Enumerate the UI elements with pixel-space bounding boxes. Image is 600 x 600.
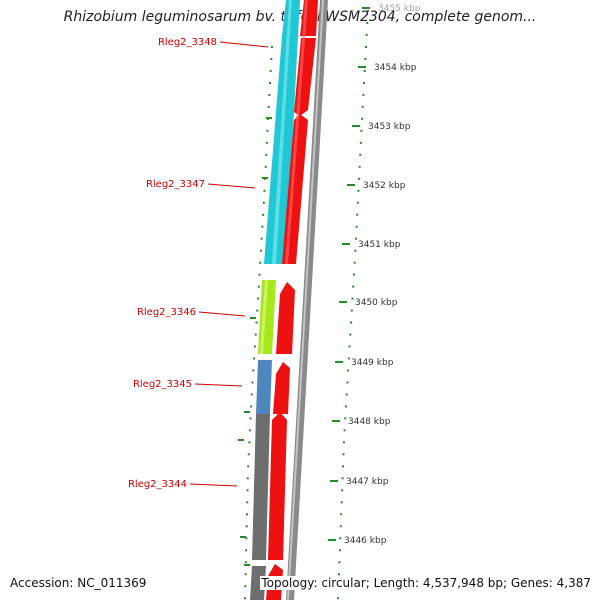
- cds-arrow: [268, 412, 287, 560]
- gene-leader-line: [194, 383, 243, 387]
- scale-tick-labels: 3455 kbp 3454 kbp 3453 kbp 3452 kbp 3451 kbp…: [344, 4, 421, 546]
- scale-tick-label: 3450 kbp: [355, 298, 398, 308]
- scale-tick-label: 3448 kbp: [348, 417, 391, 427]
- scale-ticks: [328, 7, 370, 541]
- scale-tick-label: 3454 kbp: [374, 63, 417, 73]
- gc-content-track-right: [337, 9, 369, 600]
- gene-rleg2-3348: [282, 0, 300, 36]
- gene-leader-line: [219, 41, 269, 48]
- cds-arrow: [276, 282, 295, 354]
- gene-labels[interactable]: Rleg2_3348 Rleg2_3347 Rleg2_3346 Rleg2_3345…: [128, 37, 269, 490]
- gene-rleg2-3345: [256, 360, 272, 414]
- genome-summary-text: Topology: circular; Length: 4,537,948 bp…: [260, 576, 592, 590]
- gene-rleg2-3344: [252, 414, 270, 560]
- gene-label-rleg2-3347[interactable]: Rleg2_3347: [146, 179, 205, 190]
- scale-tick-label: 3455 kbp: [378, 4, 421, 14]
- scale-tick-label: 3449 kbp: [351, 358, 394, 368]
- gene-leader-line: [207, 183, 256, 189]
- accession-text: Accession: NC_011369: [9, 576, 148, 590]
- gene-label-rleg2-3345[interactable]: Rleg2_3345: [133, 379, 192, 390]
- gene-label-rleg2-3344[interactable]: Rleg2_3344: [128, 479, 187, 490]
- reverse-strand-genes[interactable]: [250, 0, 300, 600]
- map-title: Rhizobium leguminosarum bv. trifolii WSM…: [63, 9, 537, 25]
- scale-tick-label: 3452 kbp: [363, 181, 406, 191]
- scale-tick-label: 3447 kbp: [346, 477, 389, 487]
- gene-label-rleg2-3348[interactable]: Rleg2_3348: [158, 37, 217, 48]
- gene-leader-line: [198, 311, 246, 317]
- gene-label-rleg2-3346[interactable]: Rleg2_3346: [137, 307, 196, 318]
- forward-strand-cds[interactable]: [266, 0, 318, 600]
- scale-tick-label: 3451 kbp: [358, 240, 401, 250]
- gene-leader-line: [189, 483, 238, 487]
- cds-arrow: [273, 362, 290, 414]
- scale-tick-label: 3446 kbp: [344, 536, 387, 546]
- scale-tick-label: 3453 kbp: [368, 122, 411, 132]
